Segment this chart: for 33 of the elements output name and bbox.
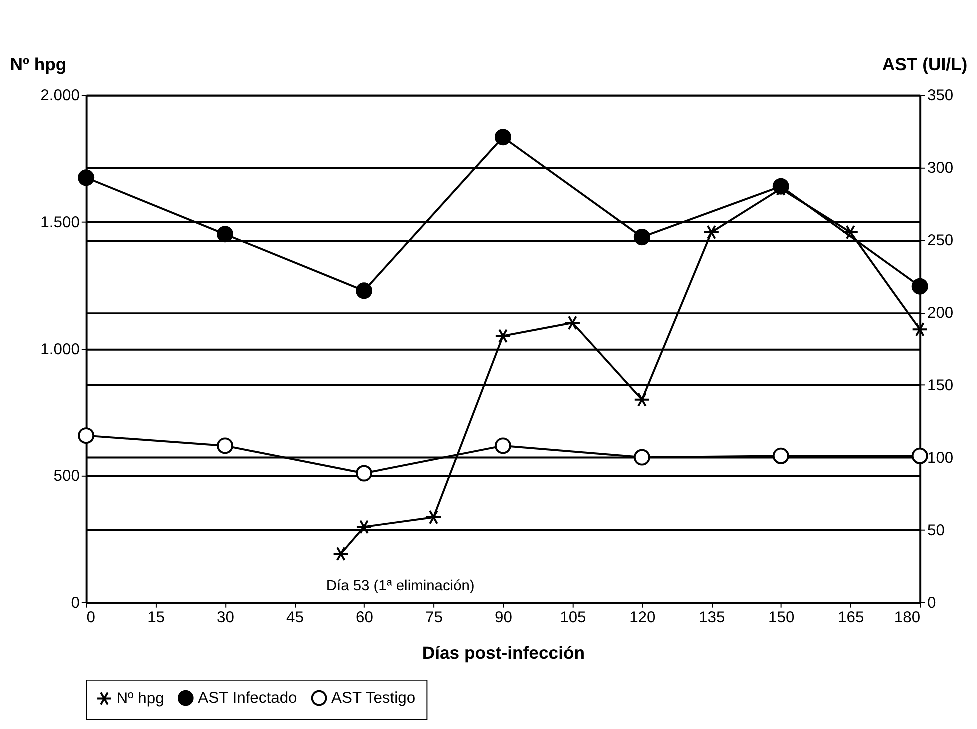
x-tick-label: 15 [148, 610, 166, 627]
y2-tick-label: 350 [927, 88, 954, 105]
y-tick-label: 0 [71, 594, 80, 612]
y2-tick-label: 200 [927, 305, 954, 322]
y-tick-label: 1.000 [40, 341, 80, 358]
y-tick-label: 1.500 [40, 214, 80, 232]
y-axis-title: Nº hpg [10, 54, 67, 74]
y2-tick-label: 150 [927, 378, 954, 394]
y2-axis-title: AST (UI/L) [882, 54, 968, 74]
y2-tick-label: 0 [927, 594, 936, 612]
legend-label: AST Infectado [198, 690, 298, 708]
x-tick-label: 135 [699, 610, 726, 627]
y2-tick-label: 100 [927, 450, 954, 467]
y-tick-label: 2.000 [40, 88, 80, 105]
x-axis-title: Días post-infección [422, 642, 586, 663]
x-tick-label: 30 [217, 610, 235, 627]
legend-label: Nº hpg [116, 690, 164, 708]
annotation: Día 53 (1ª eliminación) [326, 578, 475, 594]
x-tick-label: 150 [768, 610, 795, 627]
y2-tick-label: 300 [927, 160, 954, 178]
x-tick-label: 105 [560, 610, 587, 627]
x-tick-label: 90 [494, 610, 513, 627]
x-tick-label: 0 [86, 610, 96, 627]
y2-tick-label: 250 [927, 232, 954, 250]
y-tick-label: 500 [54, 468, 80, 486]
legend-label: AST Testigo [332, 690, 416, 708]
x-tick-label: 165 [838, 610, 864, 627]
x-tick-label: 75 [425, 610, 444, 627]
x-tick-label: 120 [630, 610, 656, 627]
x-tick-label: 60 [356, 610, 374, 627]
x-tick-label: 45 [286, 610, 304, 627]
x-tick-label: 180 [894, 610, 921, 627]
y2-tick-label: 50 [927, 522, 946, 540]
